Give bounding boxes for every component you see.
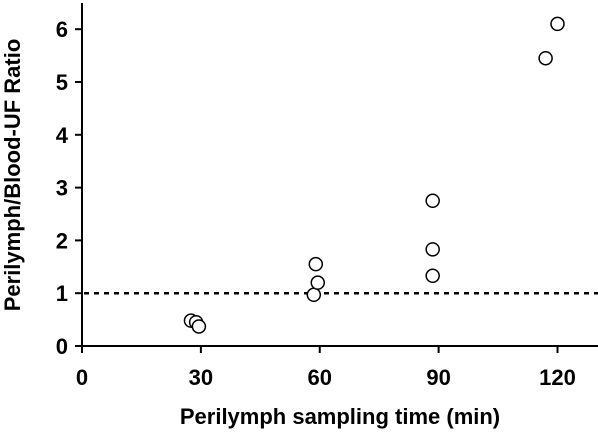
y-axis-title: Perilymph/Blood-UF Ratio (0, 39, 25, 312)
y-tick-label: 6 (56, 17, 68, 42)
y-axis-ticks: 0 1 2 3 4 5 6 (56, 17, 82, 359)
data-point (425, 268, 440, 284)
y-tick-label: 3 (56, 176, 68, 201)
x-tick-label: 120 (539, 365, 576, 390)
y-tick-label: 2 (56, 228, 68, 253)
x-tick-label: 90 (426, 365, 450, 390)
data-point (310, 275, 326, 290)
y-tick-label: 4 (56, 123, 69, 148)
data-point (538, 50, 553, 66)
y-tick-label: 5 (56, 70, 68, 95)
y-tick-label: 1 (56, 281, 68, 306)
data-point (308, 256, 324, 272)
data-point (550, 16, 565, 32)
x-tick-label: 60 (308, 365, 332, 390)
data-point (191, 319, 207, 334)
data-point (425, 193, 440, 209)
data-point (306, 287, 322, 303)
x-tick-label: 0 (76, 365, 88, 390)
x-tick-label: 30 (189, 365, 213, 390)
data-point (425, 242, 440, 257)
x-axis-title: Perilymph sampling time (min) (180, 404, 500, 429)
axes (81, 3, 598, 347)
x-axis-ticks: 0 30 60 90 120 (76, 346, 576, 390)
data-points (183, 16, 565, 334)
y-tick-label: 0 (56, 334, 68, 359)
